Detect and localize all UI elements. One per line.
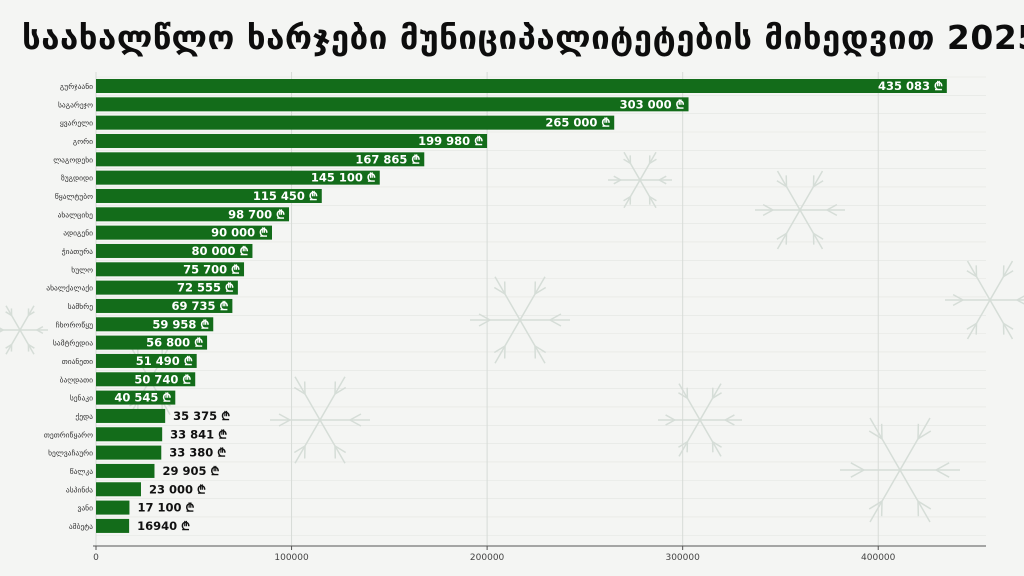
category-label: სამხრე (68, 302, 94, 311)
x-tick-label: 300000 (665, 553, 700, 563)
value-labels: 435 083 ₾ 303 000 ₾ 265 000 ₾ 199 980 ₾ 167 … (114, 79, 943, 533)
category-label: ქედა (75, 412, 93, 421)
snowflake-icon (270, 376, 370, 464)
x-tick-label: 200000 (470, 553, 505, 563)
value-label: 75 700 ₾ (183, 262, 240, 276)
bar (96, 188, 322, 203)
value-label: 435 083 ₾ (878, 79, 943, 93)
category-label: გორი (73, 137, 93, 146)
bar (96, 298, 233, 313)
category-label: ჭიათურა (62, 247, 93, 256)
bar (96, 225, 272, 240)
bar (96, 482, 141, 497)
category-label: საგარეჯო (58, 100, 93, 109)
value-label: 35 375 ₾ (173, 409, 230, 423)
bar (96, 427, 163, 442)
bar (96, 133, 488, 148)
bar (96, 408, 166, 423)
value-label: 59 958 ₾ (152, 317, 209, 331)
category-label: ადიგენი (63, 229, 93, 238)
bar (96, 390, 176, 405)
value-label: 98 700 ₾ (228, 207, 285, 221)
bar (96, 445, 162, 460)
bars (96, 79, 947, 533)
value-label: 17 100 ₾ (137, 501, 194, 515)
category-label: ვანი (78, 504, 94, 513)
x-tick-label: 0 (93, 553, 99, 563)
bar (96, 353, 197, 368)
bar (96, 372, 196, 387)
snowflake-icon (658, 383, 742, 457)
x-axis: 0 100000 200000 300000 400000 (93, 545, 986, 563)
category-label: ყვარელი (60, 119, 93, 128)
category-label: ლაგოდეხი (53, 155, 93, 164)
x-tick-label: 400000 (861, 553, 896, 563)
category-label: გურჯაანი (60, 82, 93, 91)
value-label: 69 735 ₾ (171, 299, 228, 313)
value-label: 50 740 ₾ (134, 372, 191, 386)
value-label: 51 490 ₾ (136, 354, 193, 368)
category-label: თიანეთი (62, 357, 93, 366)
category-label: სამტრედია (53, 339, 93, 348)
snowflake-icon (840, 417, 960, 523)
category-label: ამბეტა (69, 522, 93, 531)
bar (96, 280, 238, 295)
category-label: ხელვაჩაური (48, 449, 93, 458)
bar (96, 518, 130, 533)
value-label: 90 000 ₾ (211, 226, 268, 240)
value-label: 29 905 ₾ (162, 464, 219, 478)
value-label: 199 980 ₾ (418, 134, 483, 148)
category-label: ზუგდიდი (61, 174, 93, 183)
bar (96, 170, 380, 185)
value-label: 167 865 ₾ (355, 152, 420, 166)
value-label: 56 800 ₾ (146, 336, 203, 350)
bar (96, 115, 615, 130)
category-label: ხულო (71, 265, 93, 274)
bar (96, 262, 245, 277)
snowflake-icon (945, 260, 1024, 340)
snowflake-icon (608, 151, 672, 209)
value-label: 303 000 ₾ (620, 97, 685, 111)
value-label: 16940 ₾ (137, 519, 190, 533)
category-label: ასპინძა (66, 485, 93, 494)
bar (96, 335, 208, 350)
category-label: ჩხოროწყუ (56, 320, 93, 329)
value-label: 33 841 ₾ (170, 427, 227, 441)
bar (96, 500, 130, 515)
snowflake-icon (0, 305, 48, 355)
value-label: 40 545 ₾ (114, 391, 171, 405)
value-label: 80 000 ₾ (192, 244, 249, 258)
bar (96, 317, 214, 332)
value-label: 33 380 ₾ (169, 446, 226, 460)
value-label: 265 000 ₾ (545, 116, 610, 130)
value-label: 115 450 ₾ (253, 189, 318, 203)
category-label: თეთრიწყარო (44, 430, 93, 439)
category-labels: გურჯაანი საგარეჯო ყვარელი გორი ლაგოდეხი ზუგდი… (44, 82, 93, 531)
chart-title: საახალწლო ხარჯები მუნიციპალიტეტების მიხე… (22, 18, 1024, 57)
bar (96, 97, 689, 112)
snowflake-icon (755, 170, 845, 250)
x-tick-label: 100000 (274, 553, 309, 563)
category-label: წალკა (70, 467, 94, 476)
grid-lines (95, 72, 986, 546)
category-label: ახალციხე (58, 210, 94, 219)
bar (96, 207, 290, 222)
value-label: 23 000 ₾ (149, 482, 206, 496)
bar (96, 152, 425, 167)
bar (96, 243, 253, 258)
value-label: 72 555 ₾ (177, 281, 234, 295)
category-label: ახალქალაქი (46, 284, 93, 293)
snowflake-icon (470, 276, 570, 364)
value-label: 145 100 ₾ (311, 171, 376, 185)
bar (96, 463, 155, 478)
category-label: ბაღდათი (60, 375, 94, 384)
category-label: წყალტუბო (55, 192, 93, 201)
category-label: სენაკი (70, 394, 93, 403)
bar (96, 79, 947, 93)
